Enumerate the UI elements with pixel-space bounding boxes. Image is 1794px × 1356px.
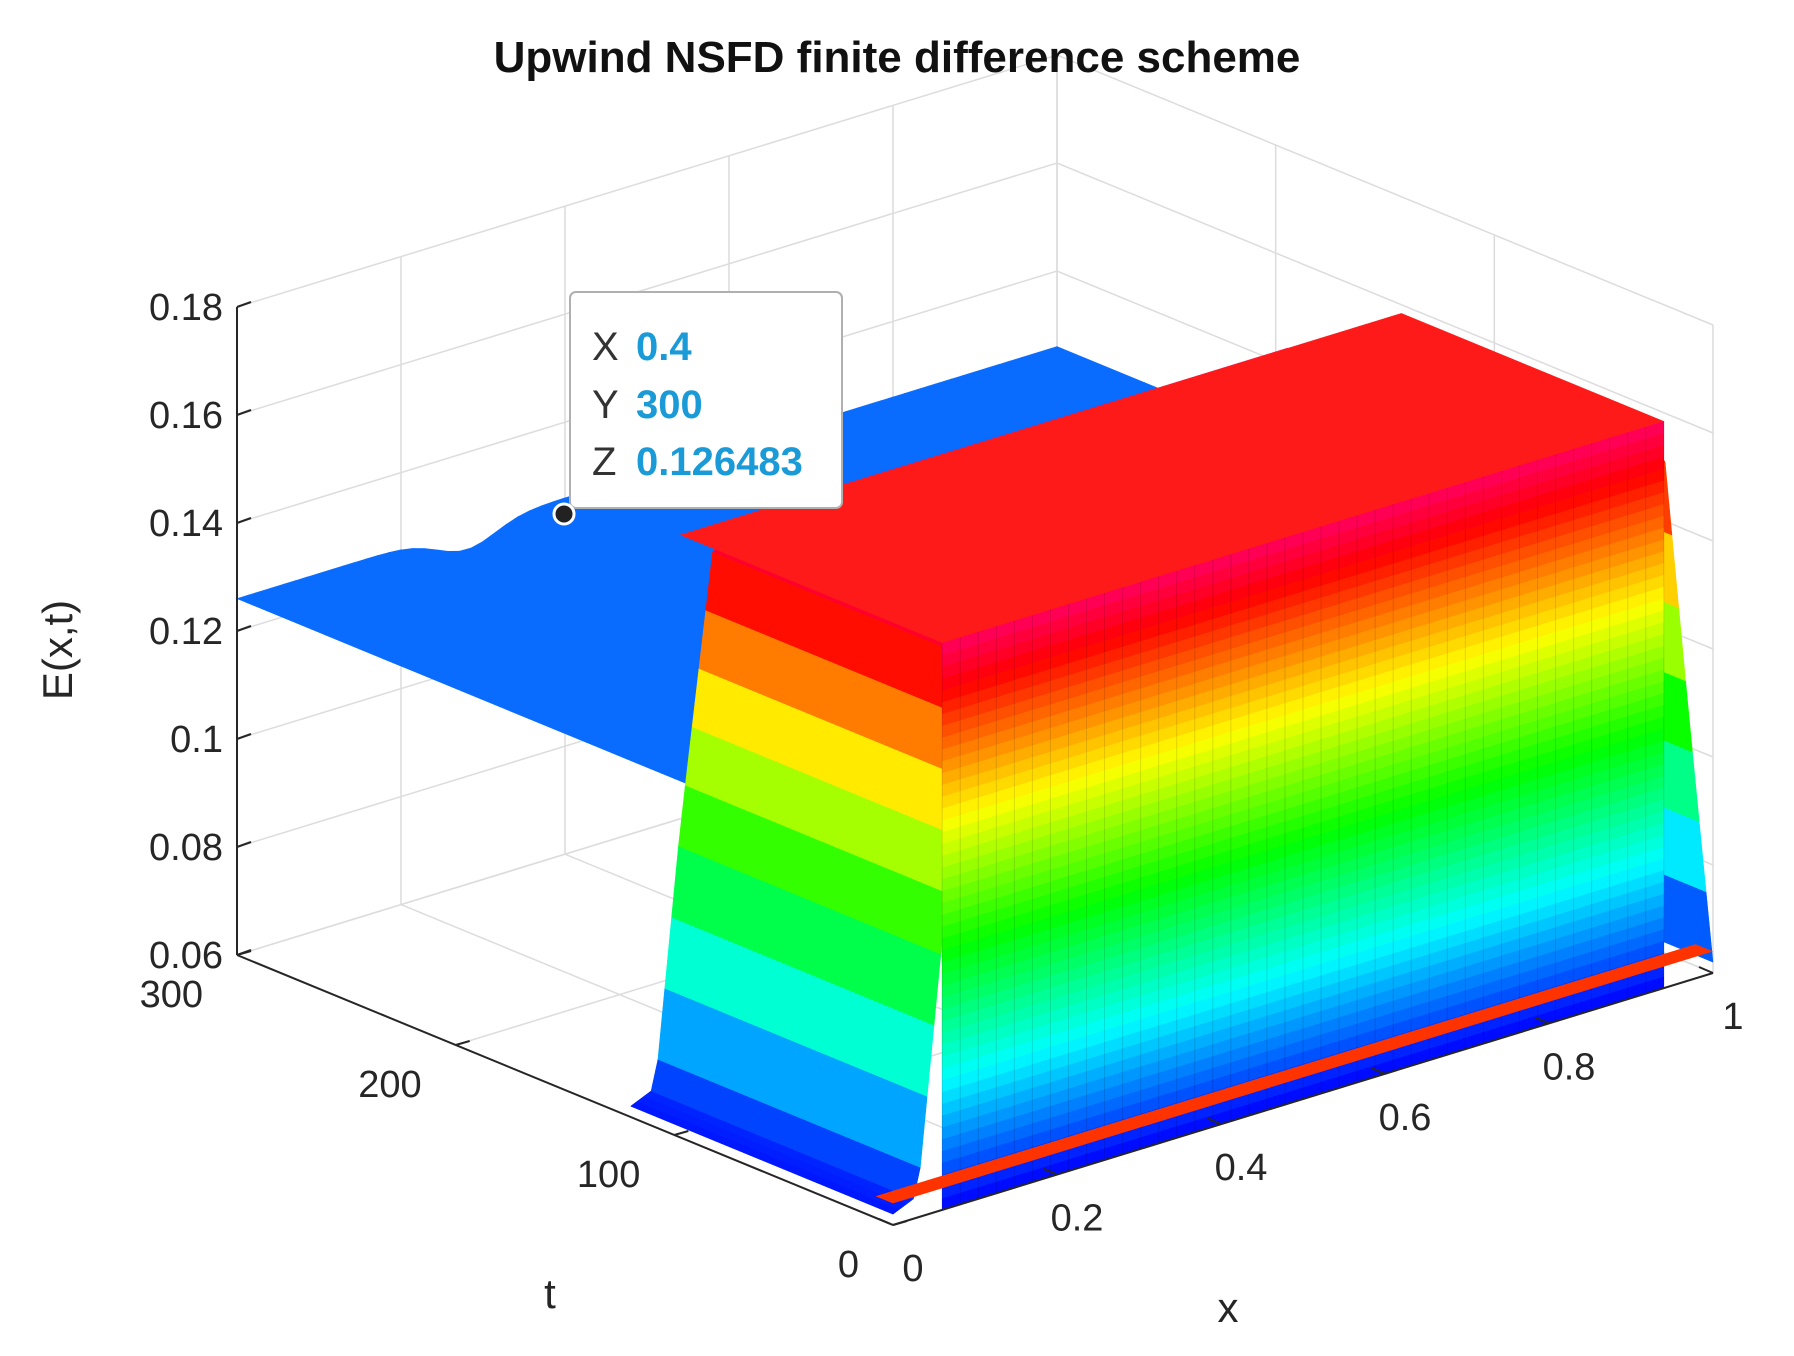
y-tick-mark bbox=[236, 950, 252, 956]
z-axis-label: E(x,t) bbox=[34, 600, 81, 700]
y-tick-label: 100 bbox=[577, 1154, 640, 1196]
datatip-x-key: X bbox=[592, 325, 619, 369]
datatip-z-value: 0.126483 bbox=[636, 440, 803, 484]
x-tick-label: 0.8 bbox=[1543, 1046, 1596, 1088]
y-axis-label: t bbox=[544, 1270, 556, 1317]
x-tick-label: 0.6 bbox=[1379, 1097, 1432, 1139]
x-tick-mark bbox=[1698, 966, 1714, 974]
y-tick-mark bbox=[455, 1040, 470, 1046]
z-tick-mark bbox=[236, 841, 252, 848]
datatip-y-value: 300 bbox=[636, 383, 703, 427]
z-tick-label: 0.06 bbox=[149, 935, 223, 977]
datatip-box bbox=[569, 291, 843, 509]
x-axis-label: x bbox=[1218, 1284, 1239, 1331]
y-tick-label: 0 bbox=[838, 1244, 859, 1286]
surface bbox=[236, 313, 1714, 1215]
datatip[interactable]: X 0.4 Y 300 Z 0.126483 bbox=[552, 291, 843, 526]
datatip-marker[interactable] bbox=[552, 502, 576, 526]
z-tick-mark bbox=[236, 301, 252, 308]
z-tick-label: 0.12 bbox=[149, 611, 223, 653]
datatip-x-value: 0.4 bbox=[636, 325, 692, 369]
x-tick-label: 0.4 bbox=[1215, 1147, 1268, 1189]
x-tick-label: 1 bbox=[1722, 996, 1743, 1038]
z-tick-label: 0.14 bbox=[149, 503, 223, 545]
surface-ridge bbox=[679, 313, 1664, 643]
x-tick-mark bbox=[1042, 1167, 1058, 1176]
datatip-y-key: Y bbox=[592, 383, 619, 427]
z-tick-mark bbox=[236, 625, 252, 632]
y-axis-line bbox=[236, 954, 894, 1226]
z-tick-mark bbox=[236, 517, 252, 524]
y-tick-label: 300 bbox=[140, 974, 203, 1016]
x-tick-mark bbox=[1206, 1117, 1222, 1126]
y-tick-label: 200 bbox=[358, 1064, 421, 1106]
x-axis-line bbox=[892, 972, 1714, 1226]
tick-labels: 0.06 0.08 0.1 0.12 0.14 0.16 0.18 0 0.2 0.4 0.6 0.8… bbox=[140, 287, 1744, 1290]
axes-lines bbox=[236, 301, 1714, 1226]
x-tick-label: 0.2 bbox=[1051, 1198, 1104, 1240]
grid-line bbox=[236, 162, 1714, 434]
x-tick-mark bbox=[878, 1218, 894, 1226]
y-tick-mark bbox=[674, 1130, 689, 1136]
z-tick-mark bbox=[236, 733, 252, 740]
z-tick-label: 0.08 bbox=[149, 827, 223, 869]
surface-lip bbox=[875, 944, 1713, 1204]
chart-title: Upwind NSFD finite difference scheme bbox=[494, 33, 1301, 82]
x-tick-mark bbox=[1534, 1016, 1550, 1025]
x-tick-mark bbox=[1370, 1066, 1386, 1075]
z-tick-mark bbox=[236, 409, 252, 416]
grid-line bbox=[236, 54, 1714, 326]
z-tick-label: 0.18 bbox=[149, 287, 223, 329]
x-tick-label: 0 bbox=[902, 1248, 923, 1290]
z-tick-label: 0.16 bbox=[149, 395, 223, 437]
datatip-z-key: Z bbox=[592, 440, 616, 484]
y-tick-mark bbox=[892, 1220, 908, 1226]
z-tick-label: 0.1 bbox=[170, 719, 223, 761]
